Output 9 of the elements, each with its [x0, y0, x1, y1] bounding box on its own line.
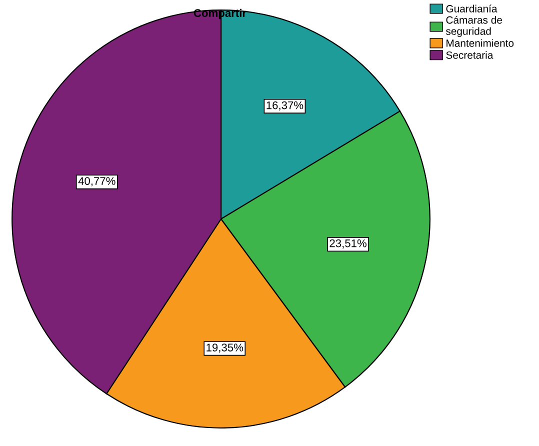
- data-label: 23,51%: [330, 239, 366, 249]
- data-label: 19,35%: [206, 344, 244, 353]
- data-label: 16,37%: [266, 101, 304, 111]
- legend-label: Mantenimiento: [446, 39, 514, 47]
- data-label: 40,77%: [78, 177, 116, 186]
- chart-title: Compartir: [194, 8, 246, 20]
- legend-label: Secretaria: [446, 51, 494, 59]
- legend-label: Cámaras de seguridad: [446, 16, 502, 37]
- legend-label: Guardianía: [446, 4, 498, 12]
